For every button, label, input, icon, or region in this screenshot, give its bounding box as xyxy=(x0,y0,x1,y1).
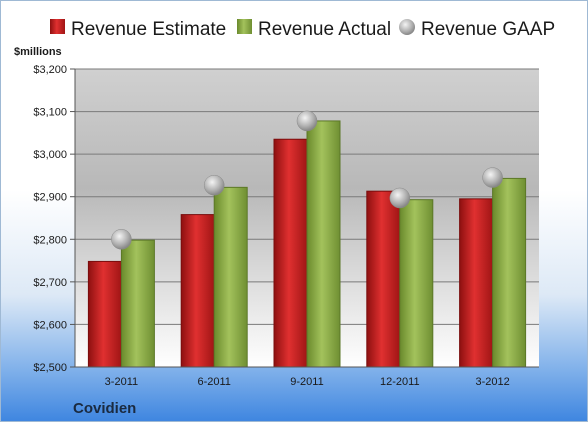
legend-swatch-gaap xyxy=(399,19,415,35)
bar-revenue-estimate xyxy=(87,260,122,368)
bar-revenue-estimate xyxy=(180,214,215,368)
legend: Revenue Estimate Revenue Actual Revenue … xyxy=(50,19,555,40)
x-tick-label: 9-2011 xyxy=(290,376,323,388)
legend-swatch-estimate xyxy=(50,19,65,34)
x-tick-label: 12-2011 xyxy=(380,376,420,388)
legend-label-estimate: Revenue Estimate xyxy=(71,19,226,40)
y-tick-label: $2,500 xyxy=(33,362,67,374)
gaap-markers xyxy=(111,110,503,250)
bar-revenue-actual xyxy=(492,177,527,368)
bar-revenue-actual xyxy=(213,186,248,368)
marker-revenue-gaap xyxy=(111,229,132,250)
y-tick-label: $2,900 xyxy=(33,192,67,204)
y-tick-label: $2,600 xyxy=(33,319,67,331)
marker-revenue-gaap xyxy=(482,167,503,188)
marker-revenue-gaap xyxy=(389,187,411,209)
legend-swatch-actual xyxy=(237,19,252,34)
bar-revenue-actual xyxy=(399,199,434,368)
y-tick-label: $3,200 xyxy=(33,64,67,76)
bar-revenue-actual xyxy=(306,120,341,368)
y-tick-label: $2,800 xyxy=(33,234,67,246)
bar-revenue-estimate xyxy=(366,190,401,368)
y-tick-label: $3,100 xyxy=(33,107,67,119)
y-tick-label: $3,000 xyxy=(33,149,67,161)
y-axis-unit-label: $millions xyxy=(14,46,62,58)
marker-revenue-gaap xyxy=(296,110,318,132)
marker-revenue-gaap xyxy=(203,174,225,196)
bar-group xyxy=(87,120,527,368)
x-tick-label: 3-2011 xyxy=(105,376,138,388)
y-tick-label: $2,700 xyxy=(33,277,67,289)
x-tick-label: 6-2011 xyxy=(197,376,230,388)
legend-label-gaap: Revenue GAAP xyxy=(421,19,555,40)
y-axis: $2,500 $2,600 $2,700 $2,800 $2,900 $3,000 $3,1… xyxy=(33,64,76,374)
company-name: Covidien xyxy=(73,400,136,417)
x-axis: 3-2011 6-2011 9-2011 12-2011 3-2012 xyxy=(75,366,539,388)
bar-revenue-estimate xyxy=(273,138,308,368)
legend-label-actual: Revenue Actual xyxy=(258,19,391,40)
bar-revenue-actual xyxy=(120,239,155,368)
bar-revenue-estimate xyxy=(459,198,494,368)
x-tick-label: 3-2012 xyxy=(475,376,509,388)
